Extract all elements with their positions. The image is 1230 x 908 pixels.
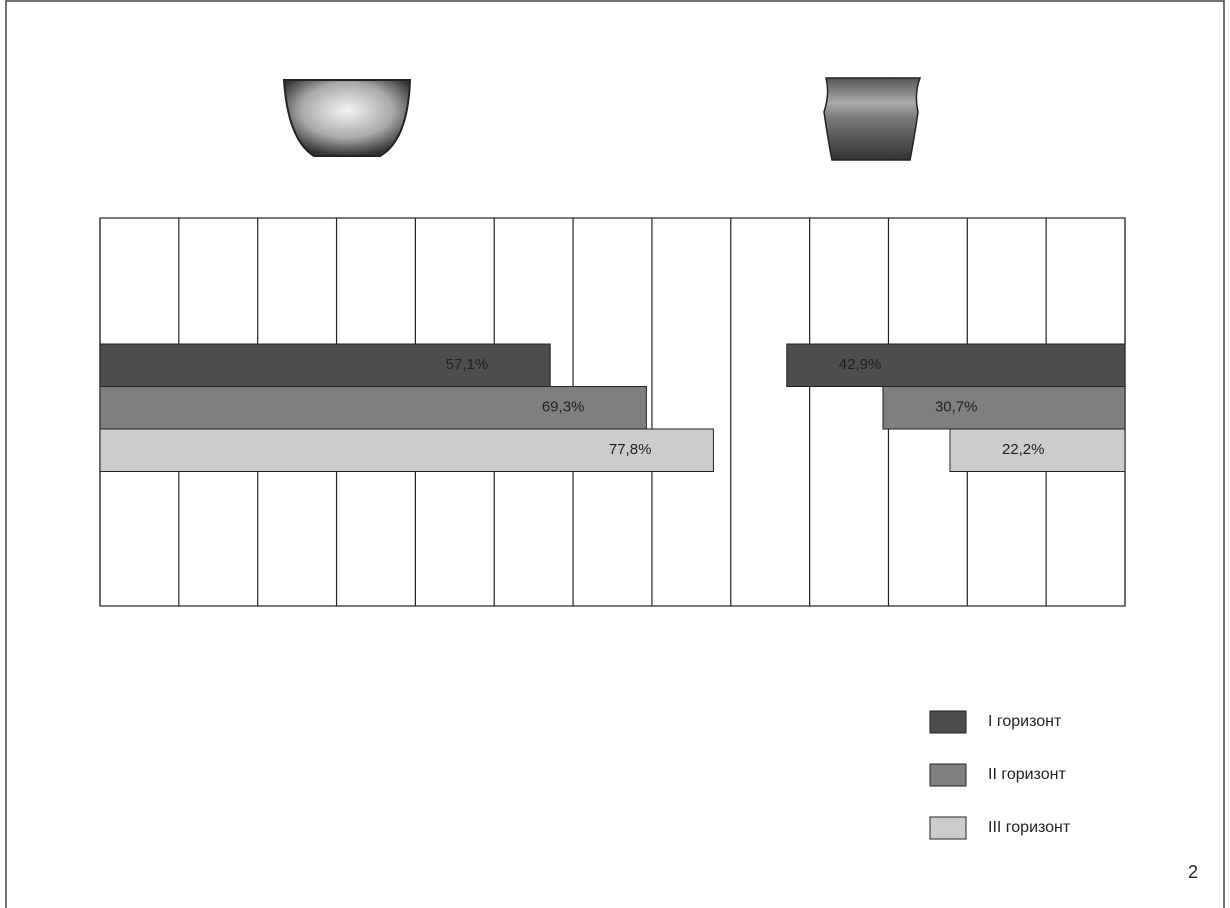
value-label: 57,1% — [446, 356, 489, 373]
legend-label: II горизонт — [988, 766, 1066, 783]
page-number: 2 — [1188, 862, 1198, 882]
bar — [882, 386, 1126, 430]
page-frame — [5, 0, 1225, 908]
value-label: 42,9% — [839, 356, 882, 373]
value-label: 69,3% — [542, 399, 585, 416]
bar — [99, 428, 714, 472]
value-label: 30,7% — [935, 399, 978, 416]
pot-icon — [823, 77, 922, 161]
legend-label: III горизонт — [988, 819, 1071, 836]
legend-swatch — [929, 816, 967, 840]
legend-swatch — [929, 763, 967, 787]
bar — [99, 386, 647, 430]
bar — [99, 343, 551, 387]
bar — [786, 343, 1126, 387]
value-label: 77,8% — [609, 441, 652, 458]
legend-swatch — [929, 710, 967, 734]
value-label: 22,2% — [1002, 441, 1045, 458]
legend-label: I горизонт — [988, 713, 1062, 730]
bowl-icon — [282, 79, 412, 157]
plot: 57,1% 42,9% 69,3% 30,7% 77,8% 22,2% I горизонт… — [99, 217, 1126, 840]
bar — [949, 428, 1126, 472]
